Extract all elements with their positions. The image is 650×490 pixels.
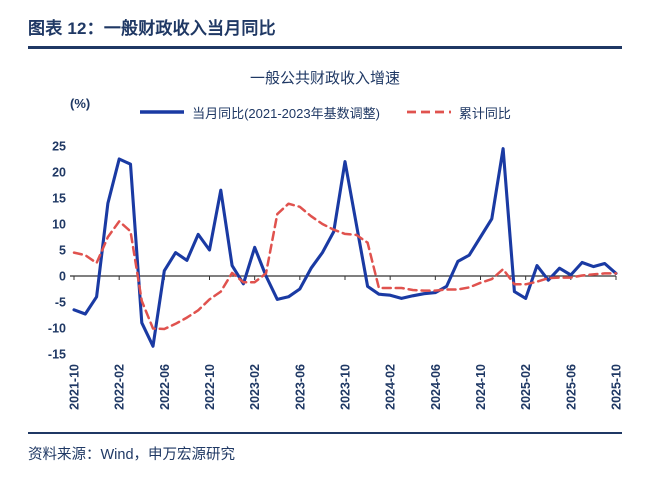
legend-label-monthly: 当月同比(2021-2023年基数调整) — [192, 105, 380, 121]
svg-text:2025-06: 2025-06 — [564, 364, 578, 410]
y-axis-unit-label: (%) — [70, 96, 91, 111]
svg-text:2021-10: 2021-10 — [68, 364, 82, 410]
legend-label-cumulative: 累计同比 — [458, 105, 511, 121]
svg-text:2023-06: 2023-06 — [293, 364, 307, 410]
legend-item-monthly-yoy: 当月同比(2021-2023年基数调整) — [139, 103, 380, 122]
svg-text:25: 25 — [52, 140, 66, 154]
chart: 一般公共财政收入增速 (%) 当月同比(2021-2023年基数调整) 累计同比… — [28, 67, 622, 422]
title-rule — [28, 46, 622, 49]
svg-text:2022-06: 2022-06 — [158, 364, 172, 410]
svg-text:-5: -5 — [55, 296, 66, 310]
chart-legend: (%) 当月同比(2021-2023年基数调整) 累计同比 — [28, 96, 622, 122]
svg-text:2025-10: 2025-10 — [610, 364, 623, 410]
svg-text:2024-06: 2024-06 — [429, 364, 443, 410]
svg-text:2023-10: 2023-10 — [339, 364, 353, 410]
svg-text:2023-02: 2023-02 — [248, 364, 262, 410]
svg-text:-10: -10 — [48, 322, 66, 336]
svg-text:2024-02: 2024-02 — [384, 364, 398, 410]
svg-text:2025-02: 2025-02 — [519, 364, 533, 410]
svg-text:-15: -15 — [48, 348, 66, 362]
svg-text:2022-02: 2022-02 — [113, 364, 127, 410]
footer-rule — [28, 432, 622, 434]
svg-text:15: 15 — [52, 192, 66, 206]
legend-line-cumulative-icon — [406, 110, 451, 114]
svg-text:20: 20 — [52, 166, 66, 180]
legend-line-monthly-icon — [140, 110, 185, 114]
svg-text:10: 10 — [52, 218, 66, 232]
svg-text:2024-10: 2024-10 — [474, 364, 488, 410]
source-note: 资料来源：Wind，申万宏源研究 — [28, 447, 236, 463]
svg-text:5: 5 — [59, 244, 66, 258]
chart-title: 一般公共财政收入增速 — [249, 70, 400, 87]
figure-title: 图表 12：一般财政收入当月同比 — [28, 19, 276, 38]
svg-text:2022-10: 2022-10 — [203, 364, 217, 410]
legend-item-cumulative-yoy: 累计同比 — [406, 103, 511, 122]
svg-text:0: 0 — [59, 270, 66, 284]
